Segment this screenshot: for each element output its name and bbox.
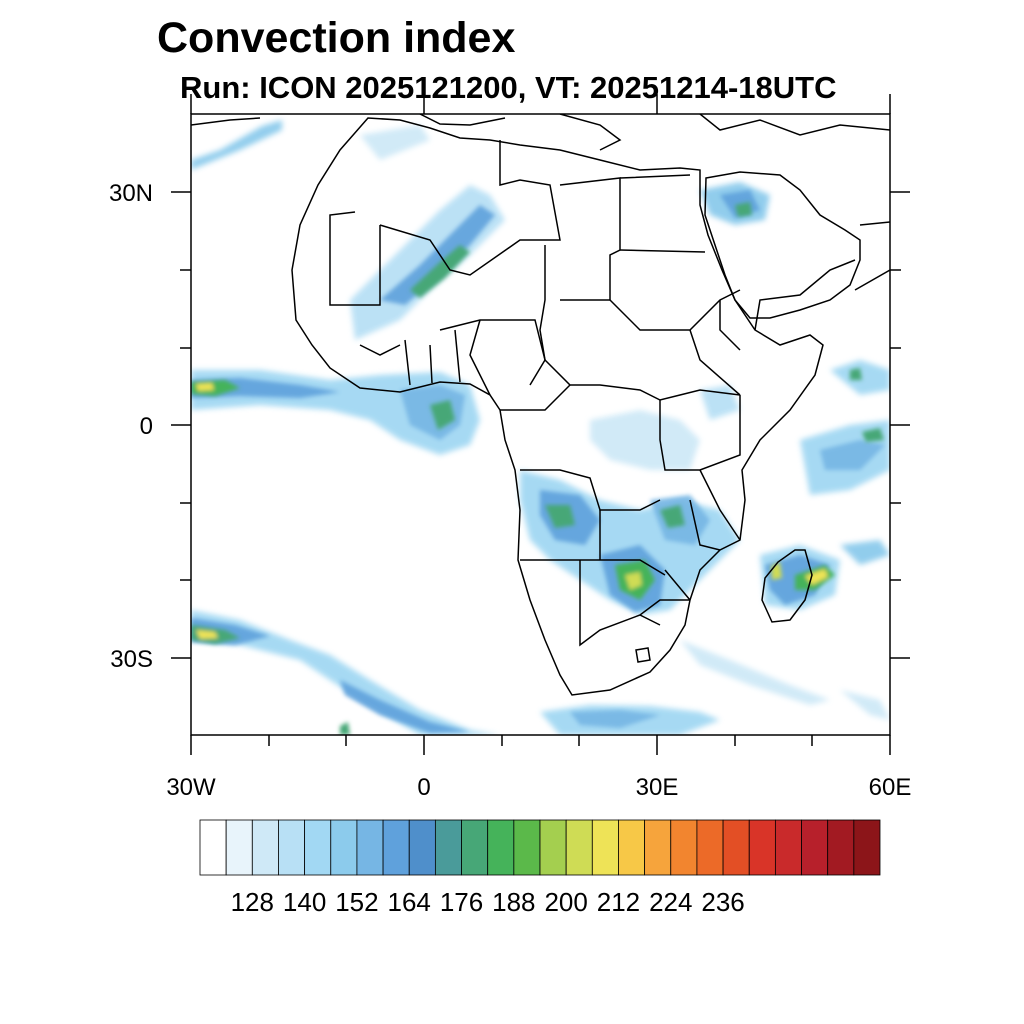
- colorbar-swatch: [356, 819, 384, 876]
- colorbar-swatch: [644, 819, 672, 876]
- colorbar-swatch: [722, 819, 750, 876]
- colorbar-tick-label: 212: [596, 887, 641, 917]
- colorbar-swatch: [304, 819, 332, 876]
- lon-label-60e: 60E: [868, 774, 912, 801]
- colorbar-tick-label: 164: [387, 887, 431, 917]
- colorbar-tick-label: 176: [439, 887, 484, 917]
- colorbar-swatch: [434, 819, 462, 876]
- coastlines: [191, 114, 890, 696]
- colorbar-swatch: [199, 819, 227, 876]
- colorbar-swatch: [382, 819, 410, 876]
- colorbar-tick-label: 236: [701, 887, 745, 917]
- colorbar-swatch: [774, 819, 802, 876]
- lat-label-0: 0: [139, 413, 153, 440]
- colorbar-swatch: [251, 819, 279, 876]
- colorbar: [199, 819, 881, 876]
- colorbar-swatch: [853, 819, 881, 876]
- colorbar-swatch: [225, 819, 253, 876]
- colorbar-swatch: [565, 819, 593, 876]
- colorbar-swatch: [827, 819, 855, 876]
- colorbar-tick-label: 128: [230, 887, 274, 917]
- colorbar-swatch: [408, 819, 436, 876]
- colorbar-tick-label: 140: [282, 887, 327, 917]
- colorbar-tick-label: 188: [492, 887, 536, 917]
- colorbar-swatch: [330, 819, 358, 876]
- colorbar-tick-label: 152: [335, 887, 379, 917]
- colorbar-tick-label: 224: [649, 887, 693, 917]
- map-frame: [171, 94, 910, 755]
- colorbar-swatch: [670, 819, 698, 876]
- colorbar-swatch: [461, 819, 489, 876]
- lon-label-0: 0: [417, 774, 431, 801]
- colorbar-swatch: [539, 819, 567, 876]
- colorbar-tick-label: 200: [544, 887, 588, 917]
- colorbar-swatch: [801, 819, 829, 876]
- lon-label-30w: 30W: [166, 774, 216, 801]
- colorbar-swatch: [487, 819, 515, 876]
- colorbar-swatch: [278, 819, 306, 876]
- colorbar-swatch: [618, 819, 646, 876]
- colorbar-swatch: [513, 819, 541, 876]
- convection-field: [191, 120, 890, 735]
- lon-label-30e: 30E: [635, 774, 679, 801]
- colorbar-swatch: [696, 819, 724, 876]
- lat-label-30s: 30S: [110, 646, 153, 673]
- chart-title: Convection index: [157, 14, 516, 62]
- colorbar-swatch: [591, 819, 619, 876]
- colorbar-swatch: [748, 819, 776, 876]
- chart-subtitle: Run: ICON 2025121200, VT: 20251214-18UTC: [180, 70, 837, 105]
- lat-label-30n: 30N: [108, 180, 153, 207]
